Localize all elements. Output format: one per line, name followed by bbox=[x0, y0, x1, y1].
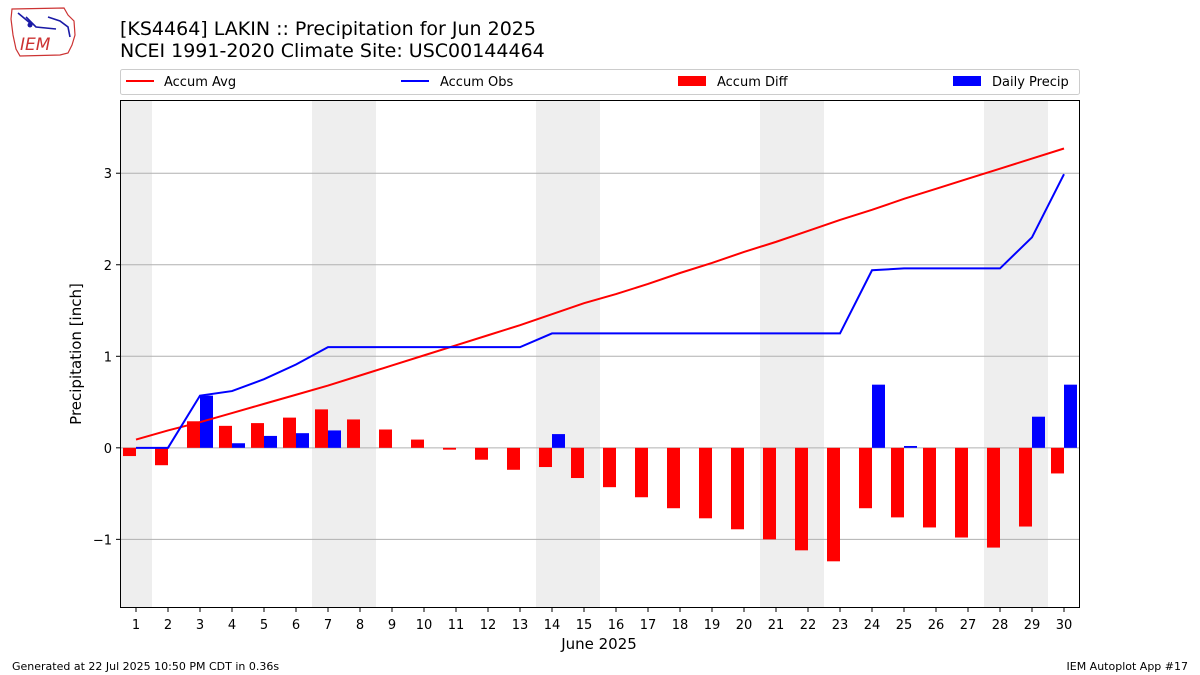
y-tick-label-2: 1 bbox=[104, 350, 112, 365]
daily-bar-day-4 bbox=[232, 443, 245, 448]
x-tick-label-6: 6 bbox=[292, 618, 300, 633]
daily-bar-day-25 bbox=[904, 445, 917, 448]
legend-label-0: Accum Avg bbox=[164, 75, 236, 90]
diff-bar-day-26 bbox=[923, 447, 936, 528]
x-tick-label-28: 28 bbox=[992, 618, 1009, 633]
diff-bar-day-16 bbox=[603, 447, 616, 488]
x-tick-label-13: 13 bbox=[512, 618, 529, 633]
legend-bar-swatch-2 bbox=[678, 76, 706, 86]
diff-bar-day-14 bbox=[539, 447, 552, 468]
x-tick-label-19: 19 bbox=[704, 618, 721, 633]
x-tick-label-22: 22 bbox=[800, 618, 817, 633]
diff-bar-day-28 bbox=[987, 447, 1000, 548]
legend: Accum Avg Accum Obs Accum Diff Daily Precip bbox=[120, 69, 1080, 95]
chart-title: [KS4464] LAKIN :: Precipitation for Jun … bbox=[120, 18, 536, 40]
x-tick-label-30: 30 bbox=[1056, 618, 1073, 633]
diff-bar-day-24 bbox=[859, 447, 872, 509]
x-tick-label-21: 21 bbox=[768, 618, 785, 633]
diff-bar-day-6 bbox=[283, 417, 296, 448]
generated-timestamp: Generated at 22 Jul 2025 10:50 PM CDT in… bbox=[12, 660, 280, 673]
y-axis-label: Precipitation [inch] bbox=[67, 283, 85, 425]
accum-avg-line bbox=[135, 147, 1065, 441]
diff-bar-day-7 bbox=[315, 409, 328, 448]
diff-bar-day-2 bbox=[155, 447, 168, 466]
x-tick-label-7: 7 bbox=[324, 618, 332, 633]
x-tick-label-11: 11 bbox=[448, 618, 465, 633]
x-tick-label-23: 23 bbox=[832, 618, 849, 633]
x-tick-label-15: 15 bbox=[576, 618, 593, 633]
diff-bar-day-20 bbox=[731, 447, 744, 530]
x-tick-label-29: 29 bbox=[1024, 618, 1041, 633]
diff-bar-day-25 bbox=[891, 447, 904, 518]
diff-bar-day-11 bbox=[443, 447, 456, 450]
x-tick-label-18: 18 bbox=[672, 618, 689, 633]
diff-bar-day-3 bbox=[187, 421, 200, 448]
x-tick-label-3: 3 bbox=[196, 618, 204, 633]
iem-logo: IEM bbox=[8, 5, 80, 63]
y-tick-label-4: 3 bbox=[104, 167, 112, 182]
x-tick-label-8: 8 bbox=[356, 618, 364, 633]
y-tick-label-3: 2 bbox=[104, 259, 112, 274]
diff-bar-day-4 bbox=[219, 425, 232, 448]
diff-bar-day-23 bbox=[827, 447, 840, 562]
diff-bar-day-5 bbox=[251, 423, 264, 448]
x-tick-label-2: 2 bbox=[164, 618, 172, 633]
x-tick-label-1: 1 bbox=[132, 618, 140, 633]
diff-bar-day-10 bbox=[411, 439, 424, 448]
legend-box bbox=[120, 69, 1080, 95]
legend-label-2: Accum Diff bbox=[717, 75, 789, 90]
accum-obs-line bbox=[136, 173, 1065, 449]
x-tick-label-26: 26 bbox=[928, 618, 945, 633]
x-tick-label-12: 12 bbox=[480, 618, 497, 633]
diff-bar-day-9 bbox=[379, 429, 392, 448]
x-tick-label-24: 24 bbox=[864, 618, 881, 633]
legend-bar-swatch-3 bbox=[953, 76, 981, 86]
legend-label-3: Daily Precip bbox=[992, 75, 1069, 90]
diff-bar-day-19 bbox=[699, 447, 712, 519]
daily-bar-day-24 bbox=[872, 384, 885, 448]
diff-bar-day-12 bbox=[475, 447, 488, 460]
diff-bar-day-8 bbox=[347, 419, 360, 448]
weekend-band-1 bbox=[312, 100, 376, 608]
diff-bar-day-13 bbox=[507, 447, 520, 470]
x-tick-label-5: 5 bbox=[260, 618, 268, 633]
daily-bar-day-29 bbox=[1032, 416, 1045, 448]
diff-bar-day-27 bbox=[955, 447, 968, 538]
diff-bar-day-1 bbox=[123, 447, 136, 457]
daily-bar-day-5 bbox=[264, 435, 277, 448]
diff-bar-day-21 bbox=[763, 447, 776, 540]
daily-bar-day-30 bbox=[1064, 384, 1077, 448]
iem-logo-text: IEM bbox=[20, 35, 51, 55]
x-tick-label-27: 27 bbox=[960, 618, 977, 633]
x-tick-label-20: 20 bbox=[736, 618, 753, 633]
x-tick-label-25: 25 bbox=[896, 618, 913, 633]
diff-bar-day-17 bbox=[635, 447, 648, 498]
x-tick-label-4: 4 bbox=[228, 618, 236, 633]
weekend-band-2 bbox=[536, 100, 600, 608]
x-tick-label-17: 17 bbox=[640, 618, 657, 633]
x-axis-label: June 2025 bbox=[560, 635, 637, 653]
diff-bar-day-18 bbox=[667, 447, 680, 509]
daily-bar-day-6 bbox=[296, 433, 309, 448]
x-tick-label-9: 9 bbox=[388, 618, 396, 633]
weekend-band-0 bbox=[120, 100, 152, 608]
diff-bar-day-30 bbox=[1051, 447, 1064, 474]
y-tick-label-1: 0 bbox=[104, 442, 112, 457]
app-label: IEM Autoplot App #17 bbox=[1066, 660, 1189, 673]
daily-bar-day-14 bbox=[552, 434, 565, 448]
x-tick-label-16: 16 bbox=[608, 618, 625, 633]
chart-subtitle: NCEI 1991-2020 Climate Site: USC00144464 bbox=[120, 40, 545, 62]
legend-label-1: Accum Obs bbox=[440, 75, 513, 90]
diff-bar-day-29 bbox=[1019, 447, 1032, 527]
x-tick-label-14: 14 bbox=[544, 618, 561, 633]
plot-frame bbox=[120, 100, 1080, 608]
x-tick-label-10: 10 bbox=[416, 618, 433, 633]
daily-bar-day-3 bbox=[200, 395, 213, 448]
y-tick-label-0: −1 bbox=[93, 533, 112, 548]
daily-bar-day-7 bbox=[328, 430, 341, 448]
diff-bar-day-15 bbox=[571, 447, 584, 479]
diff-bar-day-22 bbox=[795, 447, 808, 551]
